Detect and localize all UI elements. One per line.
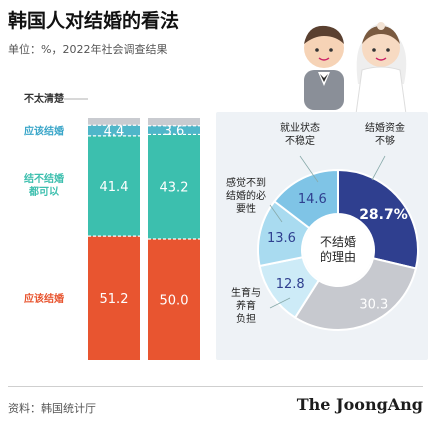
slice-outer-label: 感觉不到结婚的必要性 [226, 176, 266, 215]
chart-subtitle: 单位：%，2022年社会调查结果 [8, 43, 168, 56]
series-label: 应该结婚 [24, 125, 64, 138]
slice-value-label: 12.8 [276, 277, 305, 292]
bar-segment [148, 118, 200, 126]
leader-line [269, 297, 291, 309]
slice-value-label: 28.7% [359, 207, 408, 223]
bar-segment [88, 125, 140, 136]
couple-illustration [304, 22, 407, 114]
chart-title: 韩国人对结婚的看法 [8, 10, 180, 32]
data-label: 50.0 [160, 294, 189, 309]
pie-center-title: 不结婚的理由 [320, 235, 356, 264]
pie-slice [273, 168, 339, 230]
pie-slice [337, 168, 419, 270]
series-label: 不太清楚 [24, 92, 64, 105]
pie-slice [293, 257, 418, 331]
brand-logo: The JoongAng [296, 395, 423, 414]
data-label: 43.2 [160, 181, 189, 196]
bar-segment [88, 236, 140, 360]
bar-segment [148, 239, 200, 360]
leader-line [299, 155, 319, 183]
bar-segment [148, 134, 200, 239]
leader-line [269, 204, 283, 223]
bar-segment [88, 135, 140, 237]
source-note: 资料：韩国统计厅 [8, 402, 96, 415]
slice-value-label: 13.6 [267, 231, 296, 246]
slice-outer-label: 就业状态不稳定 [280, 121, 320, 147]
leader-line [371, 155, 386, 181]
series-label: 结不结婚都可以 [24, 172, 64, 198]
bottom-rule [8, 386, 423, 387]
slice-value-label: 14.6 [298, 192, 327, 207]
bar-segment [148, 125, 200, 135]
bar-segment [88, 118, 140, 126]
donut-hole [303, 215, 373, 285]
data-label: 3.6 [164, 124, 185, 139]
data-label: 51.2 [100, 292, 129, 307]
slice-outer-label: 生育与养育负担 [231, 286, 261, 325]
series-label: 应该结婚 [24, 292, 64, 305]
data-label: 41.4 [100, 180, 129, 195]
slice-value-label: 30.3 [359, 298, 388, 313]
slice-outer-label: 结婚资金不够 [365, 121, 405, 147]
